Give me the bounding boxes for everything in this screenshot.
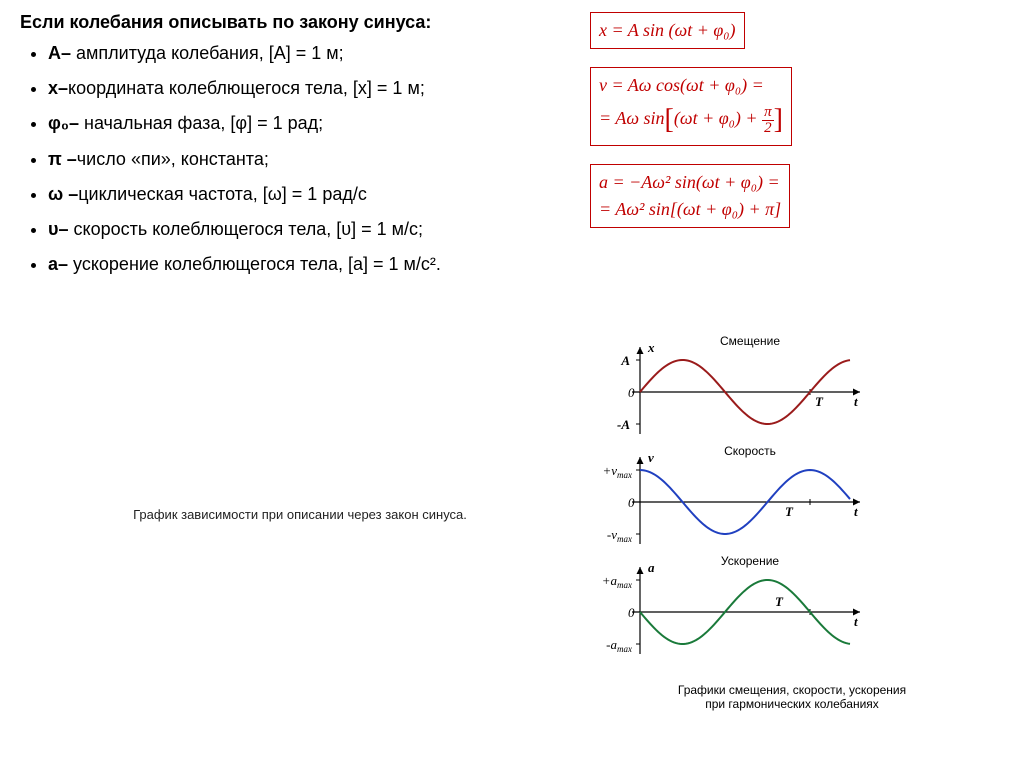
- definition-item: φ₀– начальная фаза, [φ] = 1 рад;: [48, 111, 560, 136]
- svg-text:T: T: [815, 394, 824, 409]
- svg-text:0: 0: [628, 605, 635, 620]
- graphs-block: Смещение x t 0 A -A T Скорость v t 0 +vmax -vmax T Уск…: [580, 327, 1004, 711]
- svg-text:-vmax: -vmax: [607, 527, 632, 544]
- svg-text:A: A: [620, 353, 630, 368]
- svg-text:x: x: [647, 340, 655, 355]
- formula-x: x = A sin (ωt + φ₀): [590, 12, 745, 49]
- svg-text:v: v: [648, 450, 654, 465]
- formula-v: v = Aω cos(ωt + φ₀) = = Aω sin[(ωt + φ₀)…: [590, 67, 792, 146]
- svg-text:T: T: [785, 504, 794, 519]
- svg-text:0: 0: [628, 495, 635, 510]
- formula-a: a = −Aω² sin(ωt + φ₀) = = Aω² sin[(ωt + …: [590, 164, 790, 228]
- left-caption: График зависимости при описании через за…: [133, 507, 467, 522]
- svg-text:t: t: [854, 504, 858, 519]
- definition-item: ω –циклическая частота, [ω] = 1 рад/с: [48, 182, 560, 207]
- svg-text:+vmax: +vmax: [602, 463, 632, 480]
- svg-text:-amax: -amax: [606, 637, 632, 654]
- definition-item: A– амплитуда колебания, [A] = 1 м;: [48, 41, 560, 66]
- svg-text:T: T: [775, 594, 784, 609]
- definition-item: x–координата колеблющегося тела, [x] = 1…: [48, 76, 560, 101]
- svg-text:Смещение: Смещение: [720, 334, 780, 348]
- svg-text:t: t: [854, 614, 858, 629]
- definition-item: υ– скорость колеблющегося тела, [υ] = 1 …: [48, 217, 560, 242]
- svg-text:-A: -A: [617, 417, 630, 432]
- definition-item: a– ускорение колеблющегося тела, [a] = 1…: [48, 252, 560, 277]
- svg-text:a: a: [648, 560, 655, 575]
- graphs-caption: Графики смещения, скорости, ускоренияпри…: [580, 683, 1004, 711]
- definition-item: π –число «пи», константа;: [48, 147, 560, 172]
- svg-text:0: 0: [628, 385, 635, 400]
- heading: Если колебания описывать по закону синус…: [20, 12, 560, 33]
- svg-text:Ускорение: Ускорение: [721, 554, 780, 568]
- svg-text:+amax: +amax: [602, 573, 632, 590]
- svg-text:Скорость: Скорость: [724, 444, 776, 458]
- svg-text:t: t: [854, 394, 858, 409]
- definitions-list: A– амплитуда колебания, [A] = 1 м; x–коор…: [20, 41, 560, 277]
